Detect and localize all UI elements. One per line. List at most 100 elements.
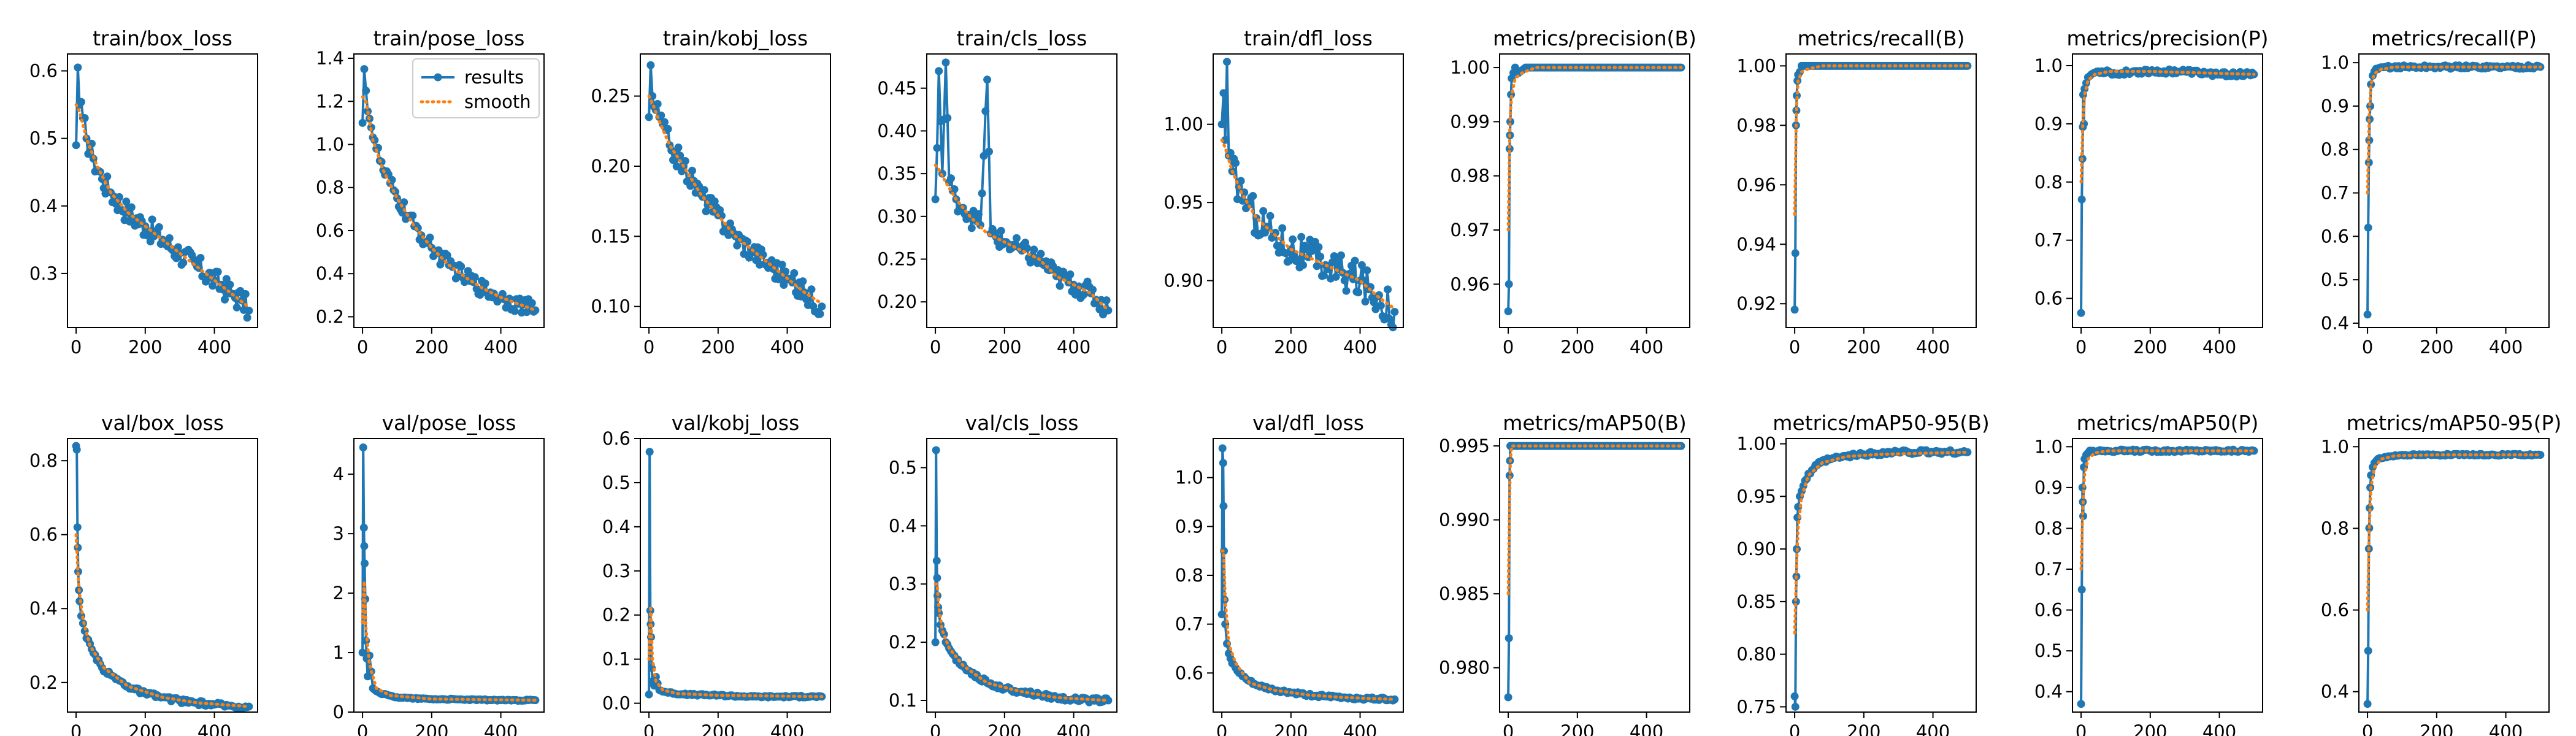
series-smooth-line xyxy=(361,581,537,702)
series-results-markers xyxy=(72,442,253,713)
data-point xyxy=(1249,192,1257,200)
data-point xyxy=(1791,249,1800,258)
data-point xyxy=(2077,195,2086,204)
y-tick-label: 0.99 xyxy=(1450,111,1490,132)
series-results-markers xyxy=(358,443,540,705)
data-point xyxy=(932,556,941,565)
series-results-markers xyxy=(931,58,1113,319)
data-point xyxy=(985,147,993,156)
data-point xyxy=(799,277,807,286)
x-tick-label: 400 xyxy=(1057,337,1091,358)
x-tick-label: 200 xyxy=(987,721,1021,736)
x-tick-label: 0 xyxy=(643,721,654,736)
chart-title: metrics/mAP50(B) xyxy=(1503,411,1687,435)
y-tick-label: 0.990 xyxy=(1439,510,1490,531)
y-tick-label: 0.5 xyxy=(2034,640,2063,661)
data-point xyxy=(358,648,367,657)
y-tick-label: 0.6 xyxy=(1175,662,1203,683)
series-results-line xyxy=(1507,64,1681,312)
data-point xyxy=(2364,223,2372,232)
data-point xyxy=(674,144,683,151)
data-point xyxy=(457,263,466,270)
data-point xyxy=(443,251,451,259)
chart-panel-17: metrics/mAP50(P) 0 200 400 0.4 0.5 0.6 0.7 0.8 0.… xyxy=(2034,411,2263,736)
series-results-markers xyxy=(1217,444,1399,705)
y-tick-label: 0.8 xyxy=(2321,139,2349,160)
data-point xyxy=(1505,280,1513,288)
data-point xyxy=(476,291,485,299)
data-point xyxy=(950,185,959,193)
chart-panel-15: metrics/mAP50(B) 0 200 400 0.980 0.985 0.990 0.… xyxy=(1439,411,1690,736)
series-smooth-line xyxy=(1793,450,1969,635)
chart-panel-2: train/pose_loss 0 200 400 0.2 0.4 0.6 0.8 1.0 1.2… xyxy=(316,26,545,358)
data-point xyxy=(645,448,654,456)
y-tick-label: 0.9 xyxy=(2034,477,2063,498)
chart-panel-11: val/pose_loss 0 200 400 0 1 2 3 4 xyxy=(333,411,545,736)
data-point xyxy=(1504,307,1512,315)
data-point xyxy=(941,58,950,67)
x-tick-label: 200 xyxy=(2420,721,2453,736)
data-point xyxy=(1026,258,1035,267)
chart-title: train/cls_loss xyxy=(957,26,1087,50)
data-point xyxy=(2250,447,2258,455)
data-point xyxy=(1342,286,1351,295)
data-point xyxy=(664,125,672,133)
data-point xyxy=(932,446,940,454)
y-tick-label: 0.4 xyxy=(889,515,917,536)
data-point xyxy=(933,573,941,582)
data-point xyxy=(1314,243,1323,251)
y-tick-label: 0.9 xyxy=(1175,516,1203,537)
series-smooth-line xyxy=(1793,64,1969,217)
series-smooth-line xyxy=(2079,70,2256,184)
chart-title: val/pose_loss xyxy=(382,411,516,435)
series-results-line xyxy=(2080,67,2255,313)
x-tick-label: 200 xyxy=(1274,337,1308,358)
data-point xyxy=(74,63,82,72)
data-point xyxy=(241,289,250,298)
y-tick-label: 0.2 xyxy=(889,632,917,653)
data-point xyxy=(1790,305,1799,314)
plot-frame xyxy=(1785,438,1977,713)
y-tick-label: 0.4 xyxy=(29,598,58,619)
x-tick-label: 0 xyxy=(357,337,368,358)
y-tick-label: 0.995 xyxy=(1439,435,1490,456)
data-point xyxy=(359,523,368,532)
data-point xyxy=(1219,502,1228,510)
chart-panel-8: metrics/precision(P) 0 200 400 0.6 0.7 0.8 0.9 1… xyxy=(2034,26,2269,358)
legend: results smooth xyxy=(412,58,540,118)
plot-frame xyxy=(1213,53,1404,328)
x-tick-label: 0 xyxy=(1503,337,1514,358)
x-tick-label: 400 xyxy=(1630,721,1663,736)
data-point xyxy=(931,195,940,204)
data-point xyxy=(1278,224,1287,232)
series-results-markers xyxy=(645,61,826,318)
data-point xyxy=(408,212,417,220)
chart-title: val/box_loss xyxy=(101,411,224,435)
x-tick-label: 0 xyxy=(71,721,82,736)
y-tick-label: 0.8 xyxy=(29,450,58,471)
chart-title: train/dfl_loss xyxy=(1244,26,1373,50)
series-results-markers xyxy=(931,446,1113,707)
data-point xyxy=(1289,235,1297,243)
x-tick-label: 400 xyxy=(1630,337,1663,358)
data-point xyxy=(1361,297,1370,306)
data-point xyxy=(1505,145,1514,153)
series-results-line xyxy=(2366,453,2541,704)
x-tick-label: 400 xyxy=(484,721,518,736)
y-tick-label: 0.8 xyxy=(1175,565,1203,586)
x-tick-label: 0 xyxy=(2076,337,2087,358)
data-point xyxy=(816,310,824,318)
x-tick-label: 0 xyxy=(1503,721,1514,736)
y-tick-label: 0.7 xyxy=(2034,559,2063,580)
data-point xyxy=(1080,290,1088,299)
data-point xyxy=(1376,301,1385,310)
x-tick-label: 0 xyxy=(1789,721,1800,736)
data-point xyxy=(470,273,479,282)
y-tick-label: 0.30 xyxy=(877,206,917,227)
x-tick-label: 200 xyxy=(701,337,735,358)
series-smooth-line xyxy=(1220,549,1397,701)
data-point xyxy=(1790,692,1799,700)
data-point xyxy=(2366,504,2374,512)
data-point xyxy=(77,98,85,106)
